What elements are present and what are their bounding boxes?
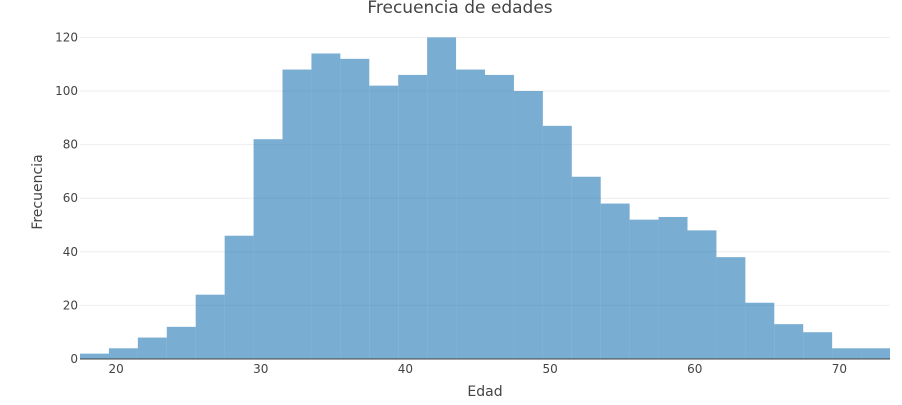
histogram-bar bbox=[195, 294, 225, 359]
y-tick-label: 100 bbox=[55, 84, 78, 98]
histogram-bar bbox=[456, 69, 485, 359]
histogram-bar bbox=[80, 353, 109, 359]
histogram-bar bbox=[542, 125, 572, 359]
x-tick-label: 60 bbox=[687, 362, 702, 376]
histogram-bars bbox=[80, 37, 890, 360]
histogram-bar bbox=[600, 203, 630, 359]
histogram-bar bbox=[253, 139, 283, 359]
x-tick-label: 40 bbox=[398, 362, 413, 376]
y-tick-label: 60 bbox=[63, 191, 78, 205]
histogram-bar bbox=[687, 230, 717, 359]
y-tick-label: 80 bbox=[63, 138, 78, 152]
histogram-bar bbox=[861, 348, 890, 359]
histogram-bar bbox=[658, 216, 688, 359]
histogram-bar bbox=[166, 326, 196, 359]
y-tick-label: 120 bbox=[55, 30, 78, 44]
y-tick-label: 20 bbox=[63, 298, 78, 312]
histogram-bar bbox=[513, 91, 543, 359]
x-axis-label: Edad bbox=[467, 384, 502, 400]
histogram-bar bbox=[832, 348, 862, 359]
y-tick-label: 40 bbox=[63, 245, 78, 259]
histogram-bar bbox=[137, 337, 167, 359]
histogram-bar bbox=[224, 235, 254, 359]
histogram-bar bbox=[571, 176, 601, 359]
histogram-bar bbox=[398, 74, 428, 360]
histogram-bar bbox=[282, 69, 312, 359]
x-tick-label: 30 bbox=[253, 362, 268, 376]
histogram-bar bbox=[311, 53, 341, 359]
x-tick-label: 50 bbox=[542, 362, 557, 376]
chart-title: Frecuencia de edades bbox=[367, 0, 552, 18]
axes: 0 20 40 60 80 100 120 20 30 40 50 60 70 bbox=[55, 30, 890, 376]
histogram-bar bbox=[427, 37, 457, 360]
histogram-bar bbox=[369, 85, 399, 359]
histogram-bar bbox=[485, 74, 514, 360]
y-tick-label: 0 bbox=[70, 352, 78, 366]
histogram-bar bbox=[340, 58, 370, 360]
histogram-bar bbox=[774, 324, 804, 359]
histogram-bar bbox=[629, 219, 659, 359]
histogram-bar bbox=[108, 348, 138, 359]
histogram-bar bbox=[745, 302, 775, 359]
histogram-bar bbox=[803, 332, 833, 359]
x-tick-label: 20 bbox=[109, 362, 124, 376]
x-tick-label: 70 bbox=[832, 362, 847, 376]
y-axis-label: Frecuencia bbox=[30, 154, 46, 229]
histogram-bar bbox=[716, 257, 746, 359]
